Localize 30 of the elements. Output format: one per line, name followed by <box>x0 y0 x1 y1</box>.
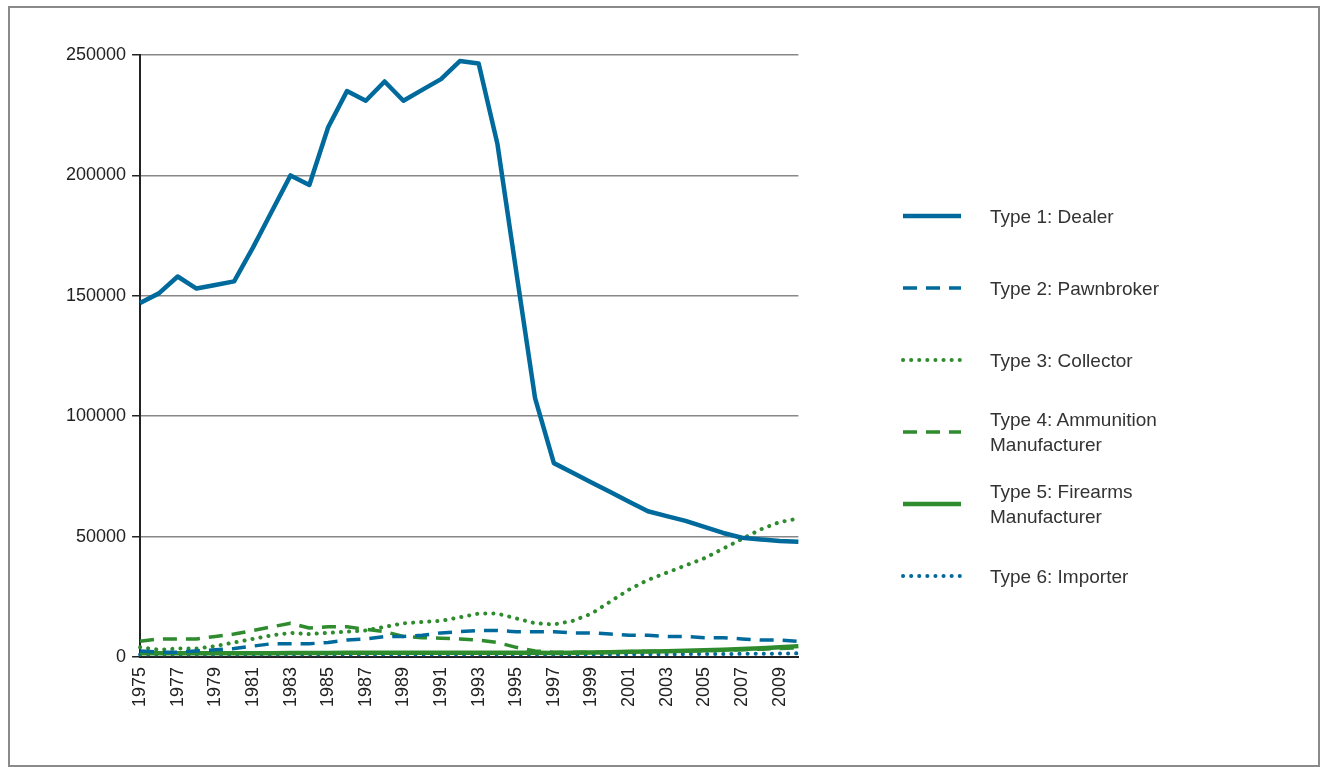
x-tick-label: 1999 <box>580 666 601 707</box>
y-tick-label: 100000 <box>65 405 127 426</box>
y-tick-label: 250000 <box>65 43 127 64</box>
legend-label: Type 5: Firearms Manufacturer <box>990 480 1134 529</box>
legend-label: Type 4: Ammunition Manufacturer <box>990 408 1158 457</box>
y-tick-label: 50000 <box>76 525 127 546</box>
x-tick-label: 2005 <box>693 666 714 707</box>
y-tick-label: 150000 <box>65 284 127 305</box>
x-tick-label: 1997 <box>542 666 563 707</box>
x-tick-label: 1985 <box>317 666 338 707</box>
legend-label: Type 1: Dealer <box>990 204 1115 229</box>
x-tick-label: 1987 <box>354 666 375 707</box>
x-tick-label: 1977 <box>166 666 187 707</box>
y-tick-label: 0 <box>116 645 127 666</box>
x-tick-label: 1975 <box>129 666 150 707</box>
legend-label: Type 3: Collector <box>990 348 1134 373</box>
x-tick-label: 1995 <box>505 666 526 707</box>
x-tick-label: 1993 <box>467 666 488 707</box>
x-tick-label: 1989 <box>392 666 413 707</box>
legend-label: Type 6: Importer <box>990 564 1130 589</box>
x-tick-label: 1981 <box>241 666 262 707</box>
x-tick-label: 2003 <box>655 666 676 707</box>
x-tick-label: 2001 <box>618 666 639 707</box>
x-tick-label: 1991 <box>429 666 450 707</box>
legend-label: Type 2: Pawnbroker <box>990 276 1160 301</box>
x-tick-label: 2009 <box>768 666 789 707</box>
x-tick-label: 2007 <box>730 666 751 707</box>
y-tick-label: 200000 <box>65 164 127 185</box>
x-tick-label: 1979 <box>204 666 225 707</box>
x-tick-label: 1983 <box>279 666 300 707</box>
